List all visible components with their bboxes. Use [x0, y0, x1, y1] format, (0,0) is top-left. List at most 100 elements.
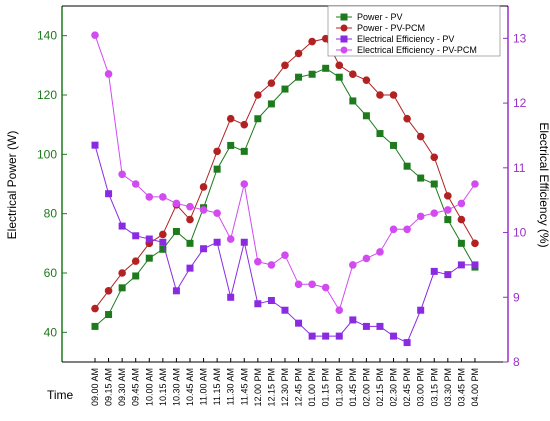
x-tick-label: 02.30 PM: [389, 368, 399, 407]
data-point: [118, 284, 126, 292]
data-point: [457, 261, 465, 269]
data-point: [227, 141, 235, 149]
x-tick-label: 11.15 AM: [212, 368, 222, 405]
data-point: [444, 206, 452, 214]
data-point: [417, 174, 425, 182]
data-point: [457, 199, 466, 208]
x-tick-label: 03.15 PM: [429, 368, 439, 407]
data-point: [389, 91, 398, 99]
y-right-tick-label: 10: [513, 226, 527, 240]
data-point: [267, 297, 275, 305]
y-left-tick-label: 40: [44, 325, 58, 339]
legend-label: Electrical Efficiency - PV-PCM: [357, 45, 477, 55]
data-point: [91, 304, 99, 313]
marks-layer: [91, 31, 479, 347]
data-point: [145, 254, 153, 262]
data-point: [105, 311, 113, 319]
data-point: [267, 79, 276, 87]
data-point: [199, 183, 208, 191]
x-tick-label: 10.15 AM: [158, 368, 168, 406]
data-point: [349, 316, 357, 324]
data-point: [267, 261, 276, 269]
data-point: [403, 225, 411, 234]
x-tick-label: 12.15 PM: [266, 368, 276, 407]
legend-label: Electrical Efficiency - PV: [357, 34, 454, 44]
data-point: [403, 114, 411, 123]
data-point: [172, 227, 180, 235]
data-point: [118, 222, 126, 230]
y-right-tick-label: 8: [513, 355, 520, 369]
data-point: [132, 232, 140, 240]
data-point: [335, 332, 343, 340]
data-point: [430, 209, 439, 217]
x-tick-label: 10.30 AM: [171, 368, 181, 406]
data-point: [145, 193, 154, 201]
data-point: [132, 272, 140, 280]
data-point: [172, 287, 180, 295]
data-point: [322, 332, 330, 340]
axes-layer: 40 60 80 100 120 140 8 9 10 11 12 13 09.00 AM 09.15 A…: [37, 5, 527, 407]
data-point: [267, 100, 275, 108]
data-point: [281, 306, 289, 314]
x-tick-label: 10.00 AM: [144, 368, 154, 406]
data-point: [240, 180, 249, 188]
legend-label: Power - PV-PCM: [357, 23, 425, 33]
data-point: [254, 257, 262, 266]
data-point: [471, 261, 479, 269]
data-point: [281, 251, 289, 259]
data-point: [91, 322, 99, 330]
data-point: [430, 267, 438, 275]
data-point: [362, 322, 370, 330]
x-tick-label: 09.15 AM: [104, 368, 114, 406]
data-point: [376, 130, 384, 138]
data-point: [240, 147, 248, 155]
data-point: [322, 64, 330, 72]
data-point: [118, 269, 126, 277]
x-tick-label: 03.30 PM: [443, 368, 453, 407]
data-point: [294, 49, 303, 58]
legend-marker: [340, 35, 348, 43]
data-point: [295, 73, 303, 81]
data-point: [226, 235, 235, 243]
legend-box: [327, 5, 501, 57]
data-point: [159, 245, 167, 253]
data-point: [430, 153, 439, 162]
data-point: [91, 31, 99, 39]
data-point: [390, 332, 398, 340]
data-point: [389, 225, 398, 234]
data-point: [430, 180, 438, 188]
data-point: [240, 238, 248, 246]
data-point: [159, 193, 167, 201]
y-left-tick-label: 80: [44, 207, 58, 221]
data-point: [186, 239, 194, 247]
data-point: [471, 239, 479, 248]
data-point: [186, 215, 194, 224]
data-point: [417, 306, 425, 314]
y-left-tick-label: 100: [37, 147, 57, 161]
data-point: [254, 91, 262, 99]
data-point: [254, 300, 262, 308]
x-tick-label: 09.30 AM: [117, 368, 127, 406]
data-point: [199, 206, 208, 214]
data-point: [444, 192, 452, 200]
data-point: [444, 271, 452, 279]
data-point: [416, 132, 425, 141]
y-right-tick-label: 13: [513, 31, 527, 45]
data-point: [362, 76, 371, 84]
data-point: [213, 147, 221, 156]
data-point: [362, 254, 371, 263]
data-point: [416, 212, 425, 221]
data-point: [308, 37, 316, 46]
data-point: [186, 264, 194, 272]
y-left-tick-label: 140: [37, 29, 57, 43]
data-point: [471, 180, 479, 188]
legend-marker: [340, 46, 348, 54]
data-point: [335, 73, 343, 81]
x-tick-label: 04.00 PM: [470, 368, 480, 407]
data-point: [335, 306, 344, 315]
data-point: [91, 141, 99, 149]
data-point: [172, 199, 181, 208]
y-right-tick-label: 12: [513, 96, 527, 110]
data-point: [376, 322, 384, 330]
legend-marker: [340, 24, 348, 32]
